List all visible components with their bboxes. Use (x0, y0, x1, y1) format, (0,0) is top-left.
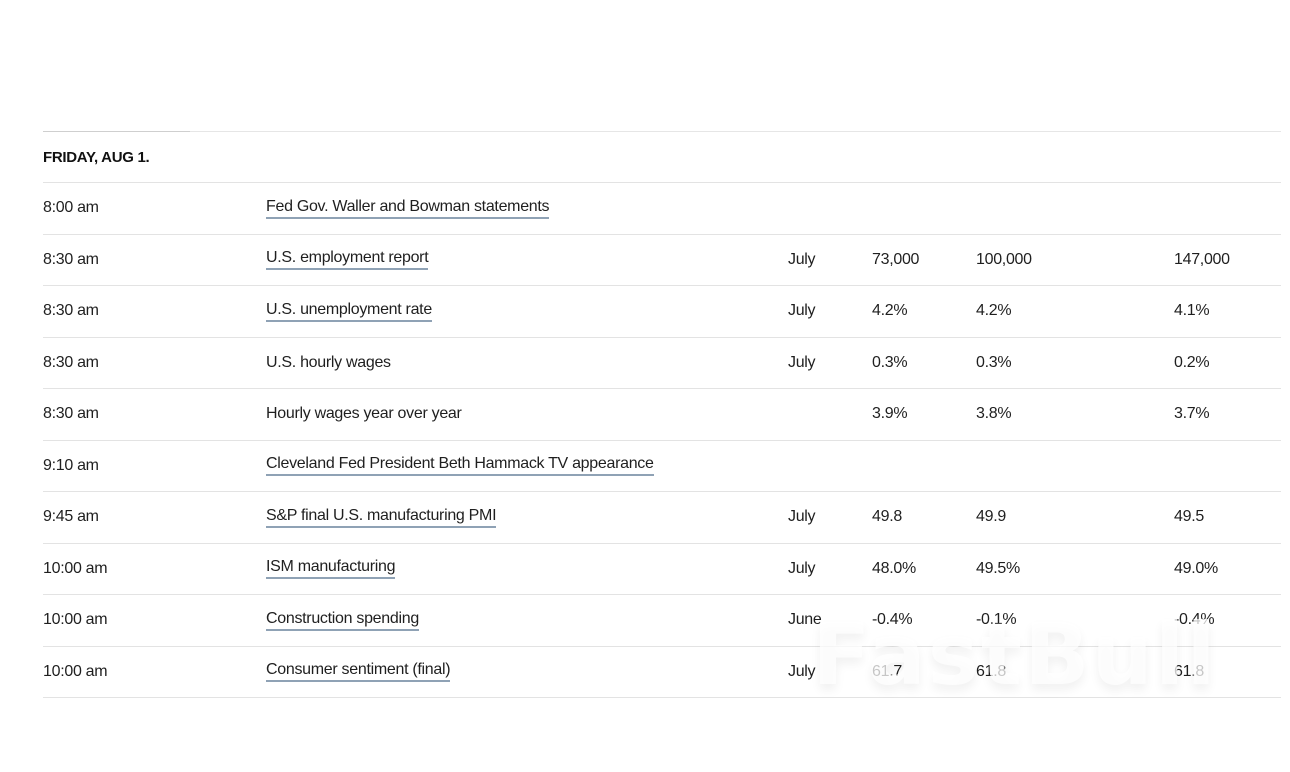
event-previous: 61.8 (1174, 662, 1204, 680)
table-row: 10:00 am Construction spending June -0.4… (43, 595, 1281, 647)
event-actual: -0.4% (872, 611, 913, 629)
economic-calendar: FRIDAY, AUG 1. 8:00 am Fed Gov. Waller a… (43, 131, 1281, 698)
table-row: 9:45 am S&P final U.S. manufacturing PMI… (43, 492, 1281, 544)
day-header: FRIDAY, AUG 1. (43, 131, 1281, 183)
event-actual: 0.3% (872, 353, 908, 371)
table-row: 10:00 am Consumer sentiment (final) July… (43, 647, 1281, 698)
event-link[interactable]: U.S. employment report (266, 249, 429, 271)
event-link[interactable]: Fed Gov. Waller and Bowman statements (266, 198, 550, 219)
table-row: 8:30 am Hourly wages year over year 3.9%… (43, 389, 1281, 441)
event-time: 8:30 am (43, 353, 99, 371)
event-link[interactable]: S&P final U.S. manufacturing PMI (266, 507, 497, 528)
event-time: 9:10 am (43, 456, 99, 474)
event-period: June (788, 611, 822, 629)
event-link[interactable]: U.S. unemployment rate (266, 301, 432, 322)
event-name: U.S. hourly wages (266, 353, 391, 371)
event-link[interactable]: Consumer sentiment (final) (266, 661, 451, 683)
event-previous: 0.2% (1174, 353, 1210, 371)
event-forecast: 0.3% (976, 353, 1012, 371)
event-period: July (788, 662, 816, 680)
event-forecast: 49.5% (976, 559, 1020, 577)
event-forecast: 4.2% (976, 302, 1012, 320)
event-actual: 48.0% (872, 559, 916, 577)
event-link[interactable]: Cleveland Fed President Beth Hammack TV … (266, 455, 654, 477)
event-time: 8:30 am (43, 302, 99, 320)
table-row: 9:10 am Cleveland Fed President Beth Ham… (43, 441, 1281, 492)
event-period: July (788, 559, 816, 577)
event-previous: 3.7% (1174, 405, 1210, 423)
event-period: July (788, 302, 816, 320)
event-period: July (788, 250, 816, 268)
event-time: 10:00 am (43, 662, 108, 680)
day-title: FRIDAY, AUG 1. (43, 148, 150, 166)
event-forecast: 100,000 (976, 250, 1032, 268)
event-period: July (788, 508, 816, 526)
event-time: 10:00 am (43, 559, 108, 577)
event-time: 10:00 am (43, 611, 108, 629)
event-actual: 61.7 (872, 662, 902, 680)
event-previous: 4.1% (1174, 302, 1210, 320)
event-time: 8:00 am (43, 199, 99, 217)
event-previous: 147,000 (1174, 250, 1230, 268)
event-previous: 49.5 (1174, 508, 1204, 526)
event-time: 8:30 am (43, 405, 99, 423)
table-row: 8:30 am U.S. hourly wages July 0.3% 0.3%… (43, 338, 1281, 389)
table-row: 8:30 am U.S. unemployment rate July 4.2%… (43, 286, 1281, 338)
table-row: 10:00 am ISM manufacturing July 48.0% 49… (43, 544, 1281, 595)
event-forecast: 61.8 (976, 662, 1006, 680)
event-forecast: 3.8% (976, 405, 1012, 423)
event-forecast: 49.9 (976, 508, 1006, 526)
event-link[interactable]: Construction spending (266, 610, 419, 631)
event-actual: 3.9% (872, 405, 908, 423)
event-time: 8:30 am (43, 250, 99, 268)
table-row: 8:00 am Fed Gov. Waller and Bowman state… (43, 183, 1281, 235)
event-actual: 49.8 (872, 508, 902, 526)
event-period: July (788, 353, 816, 371)
table-row: 8:30 am U.S. employment report July 73,0… (43, 235, 1281, 286)
event-previous: -0.4% (1174, 611, 1215, 629)
event-previous: 49.0% (1174, 559, 1218, 577)
event-actual: 73,000 (872, 250, 920, 268)
event-forecast: -0.1% (976, 611, 1017, 629)
event-actual: 4.2% (872, 302, 908, 320)
event-time: 9:45 am (43, 508, 99, 526)
event-name: Hourly wages year over year (266, 405, 462, 423)
event-link[interactable]: ISM manufacturing (266, 558, 395, 580)
